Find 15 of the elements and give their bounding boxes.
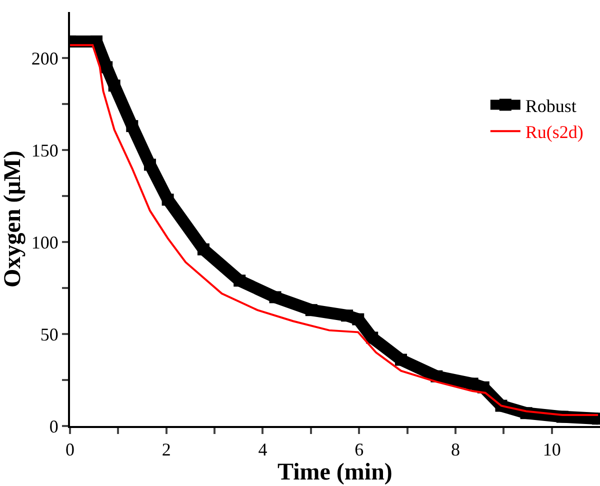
x-tick-label: 6 — [354, 440, 364, 460]
x-tick-label: 2 — [162, 440, 171, 460]
x-tick-label: 8 — [450, 440, 460, 460]
y-tick-label: 50 — [40, 324, 58, 344]
y-axis-title: Oxygen (μM) — [0, 150, 26, 288]
y-tick-label: 0 — [49, 416, 58, 436]
x-tick-label: 10 — [542, 440, 561, 460]
legend-label: Robust — [525, 96, 576, 116]
x-axis-title: Time (min) — [278, 460, 392, 486]
y-tick-label: 100 — [31, 232, 58, 252]
x-tick-label: 4 — [258, 440, 268, 460]
legend-label: Ru(s2d) — [525, 122, 584, 142]
y-tick-label: 200 — [31, 48, 58, 68]
y-tick-label: 150 — [31, 140, 58, 160]
x-tick-label: 0 — [66, 440, 74, 460]
